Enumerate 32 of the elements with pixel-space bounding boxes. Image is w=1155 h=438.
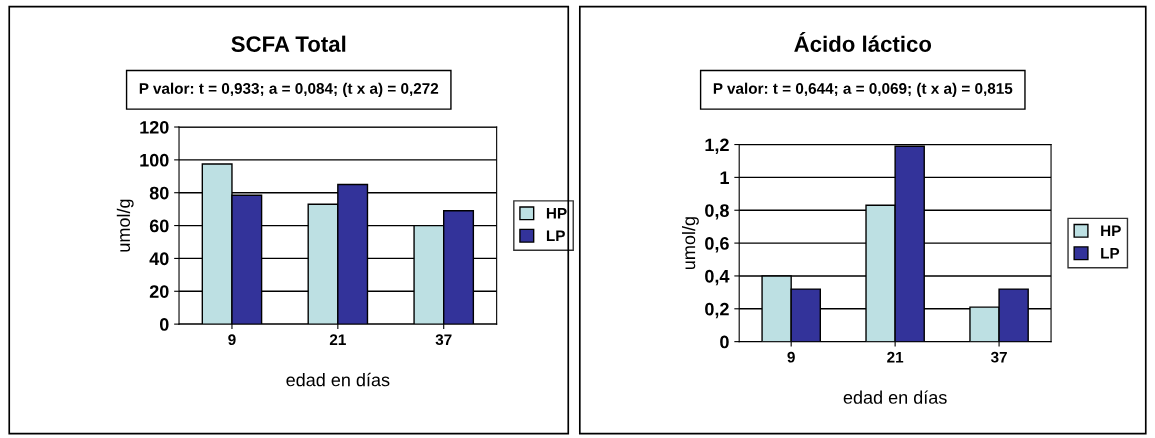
x-tick-label: 21 [887,351,904,363]
y-tick-label: 60 [149,219,169,233]
chart-title: SCFA Total [231,35,346,52]
chart-subtitle: P valor: t = 0,644; a = 0,069; (t x a) = 0,815 [713,82,1013,97]
legend-label: LP [546,230,565,241]
x-tick-label: 9 [787,351,795,363]
y-tick-label: 120 [140,120,169,134]
y-tick-label: 0 [159,318,169,331]
y-tick-label: 20 [149,285,169,298]
y-axis-title: umol/g [681,217,699,270]
y-tick-label: 1 [720,171,729,184]
x-tick-label: 9 [228,334,236,346]
y-tick-label: 1,2 [705,138,729,154]
x-tick-label: 21 [329,334,346,345]
y-tick-label: 100 [140,153,169,167]
y-tick-label: 40 [149,252,169,266]
y-tick-label: 0 [720,335,729,349]
x-tick-label: 37 [990,351,1007,363]
legend-label: HP [1101,225,1121,237]
x-axis-title: edad en días [286,372,390,387]
y-tick-label: 80 [149,186,169,200]
chart-title: Ácido láctico [794,32,932,52]
y-axis-title: umol/g [116,199,134,252]
y-tick-label: 0,4 [705,269,730,286]
y-tick-label: 0,8 [705,204,729,220]
legend-label: HP [546,208,567,219]
x-tick-label: 37 [435,334,452,346]
x-axis-title: edad en días [843,390,947,404]
y-tick-label: 0,2 [705,302,729,319]
y-tick-label: 0,6 [705,237,729,253]
legend-label: LP [1101,248,1120,259]
chart-subtitle: P valor: t = 0,933; a = 0,084; (t x a) = 0,272 [139,82,439,97]
